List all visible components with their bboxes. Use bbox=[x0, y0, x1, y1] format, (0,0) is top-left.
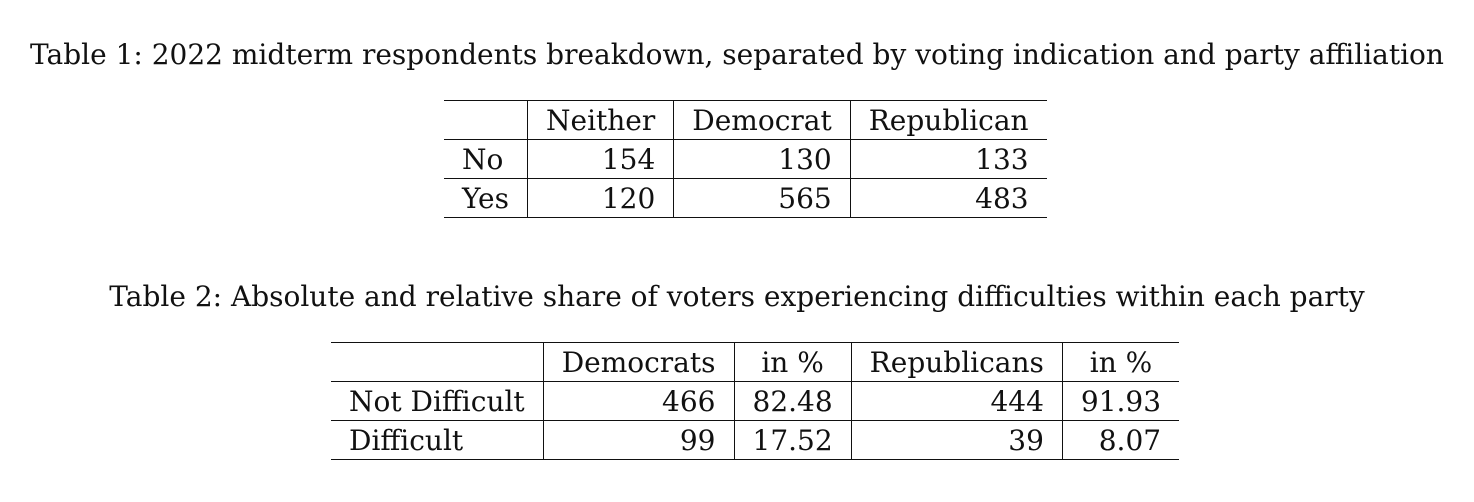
table-row: No 154 130 133 bbox=[444, 139, 1047, 179]
table2-header-democrats: Democrats bbox=[543, 342, 735, 382]
table2-header-dem-percent: in % bbox=[734, 342, 852, 382]
table1-cell: 120 bbox=[527, 178, 675, 218]
table2-header-corner bbox=[331, 342, 544, 382]
table2-header-row: Democrats in % Republicans in % bbox=[331, 342, 1180, 382]
table2-cell: 466 bbox=[543, 381, 735, 421]
table1: Neither Democrat Republican No 154 130 1… bbox=[444, 100, 1047, 218]
table-row: Difficult 99 17.52 39 8.07 bbox=[331, 420, 1180, 460]
table-row: Not Difficult 466 82.48 444 91.93 bbox=[331, 381, 1180, 421]
table1-cell: 130 bbox=[673, 139, 851, 179]
table1-caption: Table 1: 2022 midterm respondents breakd… bbox=[30, 38, 1444, 71]
table1-cell: 565 bbox=[673, 178, 851, 218]
table2-header-rep-percent: in % bbox=[1062, 342, 1180, 382]
table1-header-row: Neither Democrat Republican bbox=[444, 100, 1047, 140]
table-row: Yes 120 565 483 bbox=[444, 178, 1047, 218]
table2-cell: 8.07 bbox=[1062, 420, 1180, 460]
table2-cell: 444 bbox=[851, 381, 1063, 421]
table1-header-corner bbox=[444, 100, 528, 140]
table1-header-republican: Republican bbox=[850, 100, 1047, 140]
table1-row-label: Yes bbox=[444, 178, 528, 218]
table1-header-neither: Neither bbox=[527, 100, 675, 140]
table2-header-republicans: Republicans bbox=[851, 342, 1063, 382]
table2-row-label: Not Difficult bbox=[331, 381, 544, 421]
table2-cell: 39 bbox=[851, 420, 1063, 460]
table2-cell: 82.48 bbox=[734, 381, 852, 421]
table2-row-label: Difficult bbox=[331, 420, 544, 460]
table2-caption: Table 2: Absolute and relative share of … bbox=[109, 280, 1365, 313]
table2-cell: 17.52 bbox=[734, 420, 852, 460]
table1-row-label: No bbox=[444, 139, 528, 179]
table2: Democrats in % Republicans in % Not Diff… bbox=[331, 342, 1180, 460]
table1-header-democrat: Democrat bbox=[673, 100, 851, 140]
table1-cell: 154 bbox=[527, 139, 675, 179]
table2-cell: 99 bbox=[543, 420, 735, 460]
table1-cell: 483 bbox=[850, 178, 1047, 218]
table1-cell: 133 bbox=[850, 139, 1047, 179]
table2-cell: 91.93 bbox=[1062, 381, 1180, 421]
